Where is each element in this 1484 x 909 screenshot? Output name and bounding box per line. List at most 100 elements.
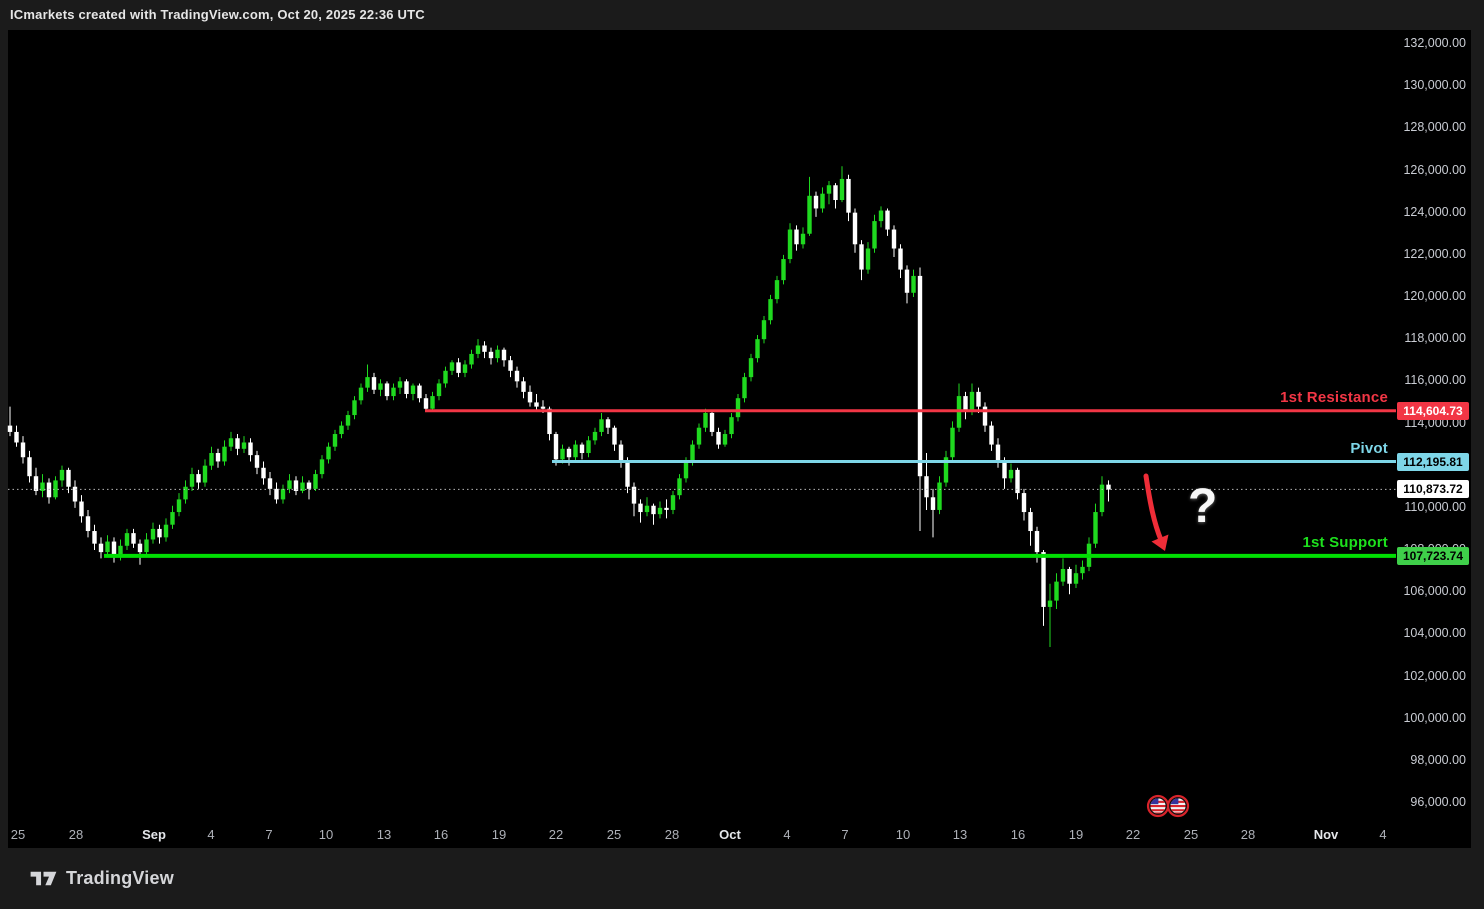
candle	[605, 417, 611, 435]
price-axis-label: 128,000.00	[1403, 120, 1466, 135]
resistance-line-label[interactable]: 1st Resistance	[1280, 388, 1388, 406]
candle	[111, 537, 117, 563]
time-axis-label: 28	[1240, 827, 1256, 842]
candle	[92, 524, 97, 550]
candle	[917, 267, 923, 532]
candle	[293, 476, 299, 496]
candle	[319, 455, 325, 479]
time-axis-label: 4	[207, 827, 215, 842]
price-axis-label: 118,000.00	[1404, 331, 1466, 346]
candle	[131, 528, 136, 548]
pivot-price-badge: 112,195.81	[1397, 452, 1469, 471]
candle	[670, 490, 676, 515]
down-arrow-annotation[interactable]	[1143, 473, 1169, 551]
us-flag-event-icon[interactable]	[1166, 794, 1190, 818]
candle	[891, 225, 897, 257]
candle	[865, 242, 871, 274]
question-mark-annotation[interactable]: ?	[1188, 480, 1218, 533]
tradingview-logo[interactable]: TradingView	[30, 868, 174, 889]
candle	[807, 176, 812, 236]
time-axis-label: 28	[664, 827, 680, 842]
candle	[1015, 467, 1020, 500]
candle	[27, 450, 32, 483]
candle	[859, 240, 864, 281]
candle	[339, 421, 344, 439]
price-axis-label: 122,000.00	[1403, 246, 1466, 261]
candle	[956, 383, 962, 432]
candle	[358, 383, 364, 405]
candle	[176, 493, 182, 517]
candle	[982, 402, 988, 432]
candle	[625, 457, 630, 494]
candle	[7, 406, 13, 437]
time-axis-label: 7	[265, 827, 273, 842]
candle	[66, 467, 71, 494]
time-axis-month-label: Nov	[1313, 827, 1339, 842]
candle	[274, 482, 279, 504]
candle	[768, 294, 773, 325]
candle	[1021, 488, 1027, 521]
candle	[261, 461, 266, 485]
candle	[878, 206, 884, 228]
resistance-price-badge: 114,604.73	[1397, 401, 1469, 420]
candle	[722, 429, 728, 447]
pivot-line-label[interactable]: Pivot	[1350, 439, 1388, 457]
candle	[709, 410, 715, 437]
candle	[436, 379, 442, 401]
candle	[124, 528, 130, 550]
time-axis-label: 10	[895, 827, 911, 842]
candle	[963, 391, 968, 420]
candle	[1054, 573, 1059, 610]
price-axis-label: 106,000.00	[1403, 584, 1466, 599]
candle	[703, 408, 708, 432]
candle	[417, 383, 422, 403]
candle	[1080, 560, 1085, 580]
candle	[202, 459, 208, 487]
candle	[573, 440, 578, 462]
price-axis-label: 100,000.00	[1403, 710, 1466, 725]
candle	[183, 480, 188, 504]
candle	[904, 265, 910, 304]
time-axis-label: 22	[548, 827, 564, 842]
chart-panel	[8, 30, 1471, 848]
time-axis-label: 16	[433, 827, 449, 842]
candle	[826, 181, 832, 205]
candle	[534, 393, 539, 411]
candle	[410, 383, 416, 401]
candle	[215, 448, 221, 468]
candle	[579, 442, 585, 460]
us-flag-event-icon[interactable]	[1146, 794, 1170, 818]
candle	[989, 421, 994, 451]
candle	[1028, 507, 1033, 546]
candle	[306, 480, 312, 500]
time-axis-label: 4	[1379, 827, 1387, 842]
candle	[150, 522, 156, 544]
candle	[644, 497, 650, 517]
candle	[521, 377, 526, 399]
time-axis-month-label: Sep	[142, 827, 166, 842]
candle	[846, 174, 851, 222]
candle	[995, 438, 1001, 468]
candle	[761, 315, 767, 344]
candle	[287, 474, 292, 494]
candle	[755, 334, 760, 363]
candle	[774, 275, 780, 304]
candle	[85, 509, 91, 538]
candle	[852, 208, 858, 253]
support-line-label[interactable]: 1st Support	[1302, 533, 1388, 551]
candle	[72, 480, 78, 508]
candle	[911, 269, 916, 297]
candle	[631, 482, 637, 517]
candle	[462, 360, 468, 378]
candle	[46, 478, 52, 504]
candle	[443, 366, 448, 388]
candle	[1060, 558, 1066, 586]
candlestick-series	[7, 166, 1111, 647]
candle	[332, 429, 338, 451]
price-axis-label: 124,000.00	[1403, 204, 1466, 219]
candle	[456, 358, 461, 378]
price-axis-label: 104,000.00	[1403, 626, 1466, 641]
candle	[241, 436, 247, 454]
candle	[371, 372, 377, 394]
